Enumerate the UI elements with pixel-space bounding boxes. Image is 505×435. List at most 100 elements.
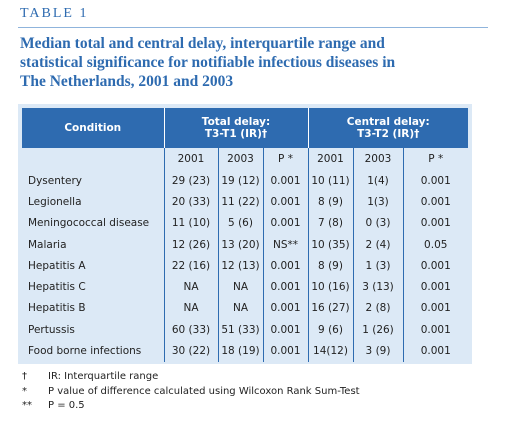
cell: 0.001 — [262, 340, 308, 362]
table: Condition Total delay: T3-T1 (IR)† Central … — [22, 108, 468, 362]
condition-cell: Hepatitis B — [28, 302, 86, 315]
cell: 20 (33) — [163, 191, 218, 213]
cell: 0 (3) — [352, 212, 403, 234]
row: Hepatitis C NA NA 0.001 10 (16) 3 (13) 0.001 — [22, 276, 468, 298]
footnote-text: IR: Interquartile range — [48, 371, 159, 382]
cell: 0.001 — [402, 255, 468, 277]
condition-cell: Pertussis — [28, 323, 75, 336]
subheader-cell: 2003 — [352, 148, 403, 170]
caption-line: Median total and central delay, interqua… — [20, 35, 385, 52]
cell: 8 (9) — [307, 255, 353, 277]
cell: 1 (3) — [352, 255, 403, 277]
cell: 10 (35) — [307, 233, 353, 256]
row: Hepatitis A 22 (16) 12 (13) 0.001 8 (9) 1 (3)… — [22, 255, 468, 277]
cell: NA — [217, 297, 263, 320]
footnotes: † IR: Interquartile range * P value of diff… — [22, 370, 360, 414]
subheader-cell: 2001 — [307, 148, 353, 170]
cell: 1(4) — [352, 170, 403, 192]
row: Pertussis 60 (33) 51 (33) 0.001 9 (6) 1 (26) 0… — [22, 319, 468, 341]
row: Hepatitis B NA NA 0.001 16 (27) 2 (8) 0.001 — [22, 297, 468, 320]
subheader-cell: 2003 — [217, 148, 263, 170]
cell: 0.001 — [402, 297, 468, 320]
footnote: ** P = 0.5 — [22, 399, 360, 414]
footnote-symbol: † — [22, 371, 27, 382]
subheader-cell: 2001 — [163, 148, 218, 170]
cell: 60 (33) — [163, 319, 218, 341]
row: Food borne infections 30 (22) 18 (19) 0.001… — [22, 340, 468, 362]
subheader-cell: P * — [262, 148, 308, 170]
cell: 30 (22) — [163, 340, 218, 362]
cell: 1(3) — [352, 191, 403, 213]
cell: 0.05 — [402, 233, 468, 256]
cell: 8 (9) — [307, 191, 353, 213]
cell: 0.001 — [402, 340, 468, 362]
cell: 0.001 — [262, 255, 308, 277]
condition-cell: Hepatitis A — [28, 259, 86, 272]
cell: 5 (6) — [217, 212, 263, 234]
cell: 13 (20) — [217, 233, 263, 256]
cell: 0.001 — [262, 297, 308, 320]
header-line: Central delay: — [346, 116, 430, 128]
cell: 14(12) — [307, 340, 353, 362]
table-label: TABLE 1 — [20, 6, 89, 21]
rule — [18, 27, 488, 28]
cell: NA — [217, 276, 263, 298]
cell: 7 (8) — [307, 212, 353, 234]
subheader-cell: P * — [402, 148, 468, 170]
footnote-text: P value of difference calculated using W… — [48, 385, 360, 397]
cell: NA — [163, 297, 218, 320]
cell: 11 (22) — [217, 191, 263, 213]
cell: 0.001 — [262, 191, 308, 213]
row: Dysentery 29 (23) 19 (12) 0.001 10 (11) 1(4) 0… — [22, 170, 468, 192]
condition-cell: Hepatitis C — [28, 281, 86, 294]
cell: 0.001 — [402, 170, 468, 192]
header-line: T3-T1 (IR)† — [204, 128, 268, 140]
condition-cell: Legionella — [28, 195, 82, 208]
cell: 11 (10) — [163, 212, 218, 234]
caption: Median total and central delay, interqua… — [20, 34, 395, 91]
header-group: Total delay: T3-T1 (IR)† — [163, 108, 308, 148]
cell: 3 (9) — [352, 340, 403, 362]
header-cell: Condition — [22, 108, 164, 148]
cell: NS** — [262, 233, 308, 256]
cell: 1 (26) — [352, 319, 403, 341]
footnote: † IR: Interquartile range — [22, 370, 360, 385]
condition-cell: Meningococcal disease — [28, 217, 150, 230]
header-line: T3-T2 (IR)† — [357, 128, 420, 140]
cell: 2 (4) — [352, 233, 403, 256]
header-row: Condition Total delay: T3-T1 (IR)† Central … — [22, 108, 468, 148]
cell: 12 (26) — [163, 233, 218, 256]
cell: 19 (12) — [217, 170, 263, 192]
footnote-symbol: ** — [22, 400, 32, 411]
row: Malaria 12 (26) 13 (20) NS** 10 (35) 2 (4) 0.0… — [22, 233, 468, 256]
header-line: Total delay: — [201, 116, 271, 128]
footnote-text: P = 0.5 — [48, 400, 85, 411]
cell: 0.001 — [402, 319, 468, 341]
cell: 10 (11) — [307, 170, 353, 192]
cell: 51 (33) — [217, 319, 263, 341]
cell: 9 (6) — [307, 319, 353, 341]
cell: 0.001 — [402, 191, 468, 213]
cell: 12 (13) — [217, 255, 263, 277]
cell: 29 (23) — [163, 170, 218, 192]
row: Legionella 20 (33) 11 (22) 0.001 8 (9) 1(3) 0.… — [22, 191, 468, 213]
table-panel: Condition Total delay: T3-T1 (IR)† Central … — [18, 104, 472, 364]
cell: 18 (19) — [217, 340, 263, 362]
cell: 0.001 — [262, 170, 308, 192]
condition-cell: Food borne infections — [28, 345, 142, 358]
cell: 16 (27) — [307, 297, 353, 320]
subheader-blank — [22, 148, 164, 170]
subheader-row: 2001 2003 P * 2001 2003 P * — [22, 148, 468, 170]
cell: 0.001 — [262, 319, 308, 341]
caption-line: The Netherlands, 2001 and 2003 — [20, 73, 234, 90]
condition-cell: Dysentery — [28, 174, 82, 187]
cell: 0.001 — [262, 212, 308, 234]
cell: 10 (16) — [307, 276, 353, 298]
cell: NA — [163, 276, 218, 298]
cell: 22 (16) — [163, 255, 218, 277]
cell: 0.001 — [402, 212, 468, 234]
cell: 0.001 — [402, 276, 468, 298]
cell: 3 (13) — [352, 276, 403, 298]
footnote-symbol: * — [22, 385, 27, 397]
